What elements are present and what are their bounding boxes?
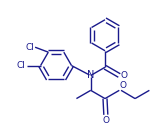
Text: O: O: [120, 71, 128, 80]
Text: O: O: [102, 116, 109, 125]
Text: Cl: Cl: [17, 61, 26, 70]
Text: N: N: [87, 70, 94, 81]
Text: Cl: Cl: [26, 43, 34, 52]
Text: O: O: [120, 81, 127, 90]
